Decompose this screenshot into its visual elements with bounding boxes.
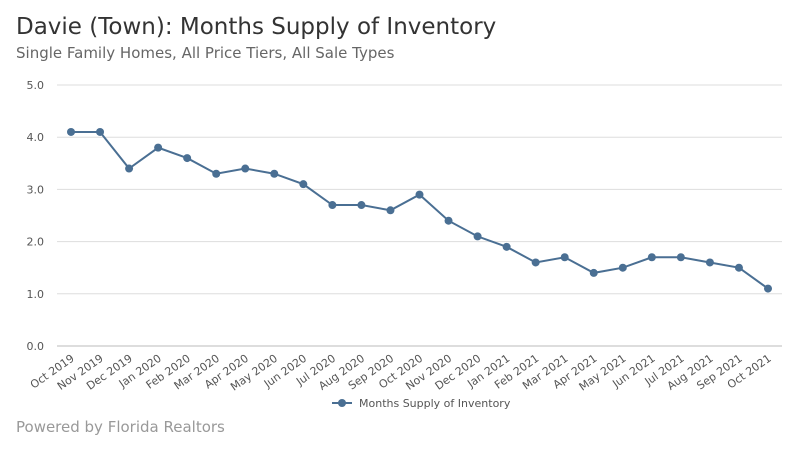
data-point	[764, 284, 772, 293]
data-point	[502, 242, 511, 251]
data-point	[531, 258, 540, 267]
legend-label: Months Supply of Inventory	[359, 397, 511, 410]
chart-title: Davie (Town): Months Supply of Inventory	[16, 14, 497, 40]
footer-credit: Powered by Florida Realtors	[16, 418, 225, 436]
data-point	[560, 253, 569, 262]
y-tick-label: 1.0	[27, 288, 45, 301]
data-point	[618, 263, 627, 272]
y-tick-label: 0.0	[27, 340, 45, 353]
data-point	[212, 169, 221, 178]
y-tick-label: 3.0	[27, 183, 45, 196]
data-point	[96, 127, 105, 136]
data-point	[734, 263, 743, 272]
data-point	[154, 143, 163, 152]
data-point	[270, 169, 279, 178]
data-point	[415, 190, 424, 199]
data-point	[328, 201, 337, 210]
y-tick-label: 4.0	[27, 131, 45, 144]
data-point	[299, 180, 308, 189]
data-point	[676, 253, 685, 262]
data-point	[125, 164, 134, 173]
data-point	[589, 268, 598, 277]
data-point	[183, 154, 192, 163]
data-point	[473, 232, 482, 241]
data-point	[647, 253, 656, 262]
chart-subtitle: Single Family Homes, All Price Tiers, Al…	[16, 44, 395, 62]
y-tick-label: 2.0	[27, 236, 45, 249]
data-point	[357, 201, 366, 210]
data-point	[705, 258, 714, 267]
legend-marker	[338, 399, 346, 407]
data-point	[444, 216, 453, 225]
y-tick-label: 5.0	[27, 79, 45, 92]
data-point	[67, 127, 75, 136]
data-point	[386, 206, 395, 215]
data-point	[241, 164, 250, 173]
series-line	[71, 130, 769, 290]
